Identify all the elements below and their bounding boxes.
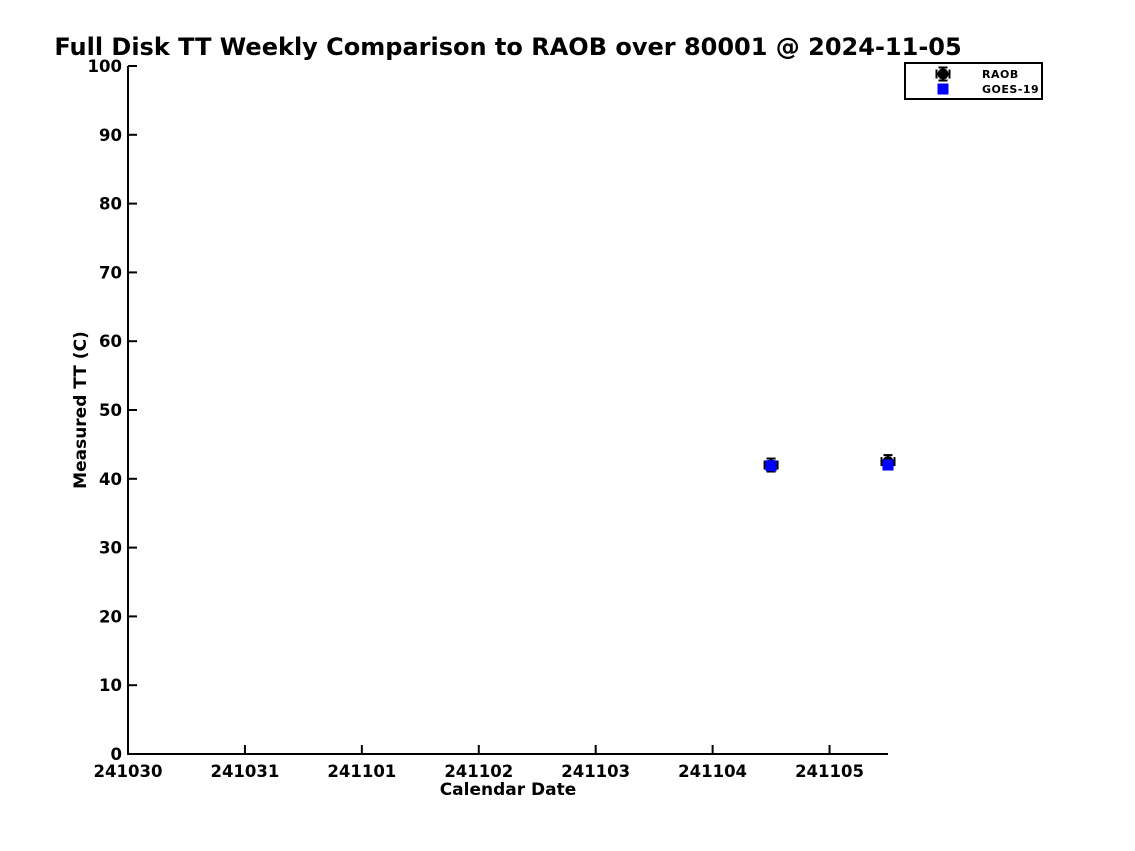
square-marker-shape [882, 459, 894, 471]
x-tick-label: 241103 [561, 762, 630, 781]
series-raob [763, 454, 896, 473]
x-tick-label: 241030 [94, 762, 163, 781]
y-tick-label: 50 [99, 401, 122, 420]
x-tick-label: 241101 [327, 762, 396, 781]
series-goes-19 [765, 459, 894, 472]
y-tick-label: 90 [99, 126, 122, 145]
y-tick-label: 80 [99, 195, 122, 214]
circle-marker-shape [937, 68, 949, 80]
y-tick-label: 70 [99, 263, 122, 282]
legend-marker-goes-19 [937, 83, 949, 95]
legend-label: RAOB [982, 68, 1019, 81]
square-marker-shape [937, 83, 949, 95]
x-tick-label: 241031 [210, 762, 279, 781]
y-tick-label: 60 [99, 332, 122, 351]
y-axis-label: Measured TT (C) [71, 331, 91, 489]
legend-marker-raob [935, 66, 951, 82]
x-tick-label: 241104 [678, 762, 747, 781]
x-axis-label: Calendar Date [440, 780, 577, 800]
goes-19-marker [765, 460, 777, 472]
legend-label: GOES-19 [982, 83, 1039, 96]
y-tick-label: 30 [99, 539, 122, 558]
y-tick-label: 0 [111, 745, 122, 764]
goes-19-marker [882, 459, 894, 471]
x-tick-label: 241105 [795, 762, 864, 781]
chart-title: Full Disk TT Weekly Comparison to RAOB o… [54, 33, 961, 61]
y-tick-label: 100 [88, 57, 122, 76]
data-points [763, 454, 896, 473]
y-tick-label: 10 [99, 676, 122, 695]
square-marker-shape [765, 460, 777, 472]
legend: RAOB GOES-19 [904, 62, 1043, 100]
axes: 0 10 20 30 40 50 60 70 80 90 100 241030 241031 241101… [88, 57, 888, 781]
legend-box [904, 62, 1043, 100]
y-tick-label: 20 [99, 607, 122, 626]
x-tick-label: 241102 [444, 762, 513, 781]
y-tick-label: 40 [99, 470, 122, 489]
